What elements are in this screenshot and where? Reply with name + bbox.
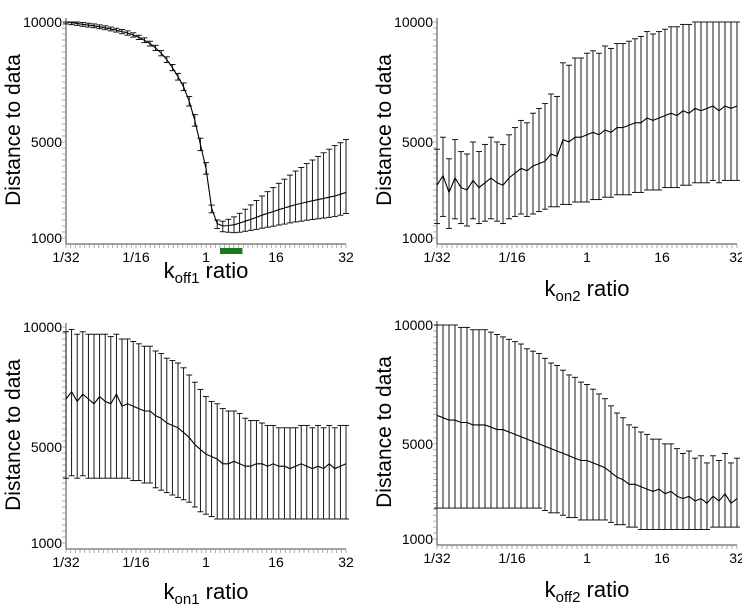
- y-tick-label: 1000: [31, 535, 62, 551]
- x-tick-label: 1/16: [122, 554, 149, 570]
- x-tick-label: 1/16: [498, 550, 525, 566]
- chart-panel-kon1: 10000 5000 1000 1/32 1/16 1 16 32 Distance to da…: [0, 307, 371, 614]
- x-tick-label: 16: [268, 249, 284, 265]
- series-line: [436, 414, 738, 505]
- x-axis-label-subscript: off2: [556, 589, 581, 606]
- x-axis-label-main: k: [164, 258, 176, 283]
- x-axis-label-main: k: [545, 276, 557, 301]
- y-tick-label: 1000: [31, 230, 62, 246]
- x-tick-label: 1/16: [122, 249, 149, 265]
- x-axis-label: koff1 ratio: [164, 258, 249, 287]
- chart-panel-kon2: 10000 5000 1000 1/32 1/16 1 16 32 Distance to da…: [371, 0, 742, 307]
- optimal-range-marker: [220, 248, 243, 254]
- y-tick-label: 10000: [394, 317, 433, 333]
- y-tick-label: 5000: [31, 439, 62, 455]
- y-axis-label: Distance to data: [2, 359, 25, 511]
- y-tick-label: 1000: [402, 230, 433, 246]
- x-axis-label: kon2 ratio: [545, 276, 630, 305]
- x-tick-label: 32: [338, 554, 354, 570]
- series-line: [65, 390, 347, 470]
- x-tick-label: 32: [338, 249, 354, 265]
- kon1-chart-svg: 10000 5000 1000 1/32 1/16 1 16 32 Distance to da…: [2, 319, 354, 608]
- x-tick-label: 1: [583, 550, 591, 566]
- y-axis-label: Distance to data: [373, 54, 396, 206]
- x-tick-label: 32: [729, 550, 742, 566]
- y-axis-label: Distance to data: [2, 54, 25, 206]
- x-tick-label: 1/32: [52, 249, 79, 265]
- x-axis-label-tail: ratio: [580, 577, 629, 602]
- y-tick-label: 5000: [31, 134, 62, 150]
- koff1-chart-svg: 10000 5000 1000 1/32 1/16 1 16 32 Distance to da…: [2, 14, 354, 287]
- y-tick-label: 5000: [402, 436, 433, 452]
- x-tick-label: 1: [583, 249, 591, 265]
- kon2-chart-svg: 10000 5000 1000 1/32 1/16 1 16 32 Distance to da…: [373, 14, 742, 305]
- chart-panel-koff1: 10000 5000 1000 1/32 1/16 1 16 32 Distance to da…: [0, 0, 371, 307]
- y-tick-label: 10000: [23, 14, 62, 30]
- x-tick-label: 1/32: [423, 550, 450, 566]
- x-tick-label: 16: [268, 554, 284, 570]
- x-axis-label-subscript: off1: [175, 270, 200, 287]
- series-line: [436, 105, 738, 194]
- x-tick-label: 1/32: [423, 249, 450, 265]
- x-axis-label-main: k: [545, 577, 557, 602]
- x-axis-label-main: k: [164, 579, 176, 604]
- x-tick-label: 32: [729, 249, 742, 265]
- x-axis-label-tail: ratio: [200, 579, 249, 604]
- x-axis-label-subscript: on1: [175, 591, 200, 608]
- y-axis-label: Distance to data: [373, 356, 396, 508]
- series-line: [65, 21, 347, 227]
- koff2-chart-svg: 10000 5000 1000 1/32 1/16 1 16 32 Distance to da…: [373, 317, 742, 606]
- x-tick-label: 16: [654, 550, 670, 566]
- x-axis-label: koff2 ratio: [545, 577, 630, 606]
- x-axis-label-subscript: on2: [556, 288, 581, 305]
- x-tick-label: 1: [202, 554, 210, 570]
- y-tick-label: 5000: [402, 134, 433, 150]
- chart-panel-koff2: 10000 5000 1000 1/32 1/16 1 16 32 Distance to da…: [371, 307, 742, 614]
- x-axis-label-tail: ratio: [199, 258, 248, 283]
- x-tick-label: 16: [654, 249, 670, 265]
- y-tick-label: 10000: [23, 319, 62, 335]
- x-tick-label: 1/16: [498, 249, 525, 265]
- x-axis-label-tail: ratio: [581, 276, 630, 301]
- x-axis-label: kon1 ratio: [164, 579, 249, 608]
- y-tick-label: 10000: [394, 14, 433, 30]
- x-tick-label: 1/32: [52, 554, 79, 570]
- y-tick-label: 1000: [402, 531, 433, 547]
- x-tick-label: 1: [202, 249, 210, 265]
